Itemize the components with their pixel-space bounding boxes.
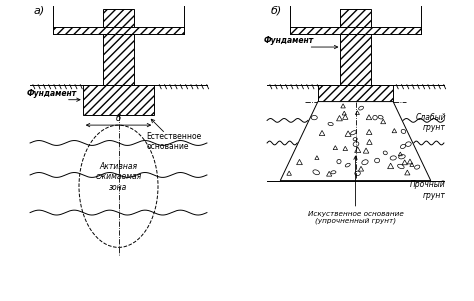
Bar [53,27,184,34]
Bar [340,9,371,27]
Bar [103,9,134,27]
Text: Фундамент: Фундамент [27,89,76,98]
Polygon shape [280,102,431,181]
Bar [103,34,134,85]
Text: б): б) [271,6,282,16]
Bar [103,34,134,85]
Text: а): а) [34,6,45,16]
Bar [290,27,421,34]
Bar [103,9,134,27]
Text: Слабый
грунт: Слабый грунт [415,113,446,132]
Text: Активная
сжимаемая
зона: Активная сжимаемая зона [95,162,142,192]
Text: Фундамент: Фундамент [264,36,313,45]
Bar [83,85,154,115]
Bar [340,34,371,85]
Bar [53,27,184,34]
Text: Естественное
основание: Естественное основание [147,132,202,151]
Text: б: б [116,114,121,123]
Bar [318,85,393,102]
Text: Прочный
грунт: Прочный грунт [410,180,446,200]
Bar [318,85,393,102]
Bar [340,9,371,27]
Bar [83,85,154,115]
Bar [290,27,421,34]
Bar [340,34,371,85]
Text: Искуственное основание
(упрочненный грунт): Искуственное основание (упрочненный грун… [308,211,403,224]
